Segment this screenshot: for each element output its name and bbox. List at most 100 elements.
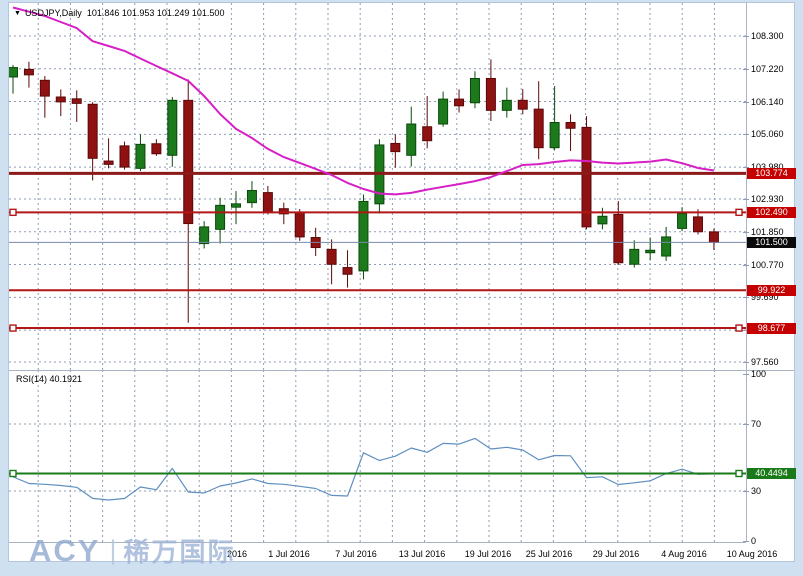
candle-body (326, 248, 337, 265)
price-axis-label: 106.140 (751, 96, 784, 107)
rsi-pane[interactable] (9, 370, 746, 542)
candle-body (231, 203, 242, 208)
level-marker[interactable] (735, 469, 743, 478)
price-axis-label: 102.930 (751, 193, 784, 204)
candle-body (87, 103, 98, 159)
candle-body (454, 98, 465, 107)
candlestick (485, 59, 496, 121)
broker-logo: ACY | 稀万国际 (29, 532, 235, 569)
candlestick (390, 134, 401, 168)
candle-body (438, 98, 449, 125)
time-axis-label: 7 Jul 2016 (335, 549, 377, 559)
candle-body (215, 204, 226, 230)
candle-body (358, 200, 369, 272)
candlestick (342, 250, 353, 288)
rsi-level-badge: 40.4494 (747, 467, 796, 479)
candlestick (9, 64, 18, 94)
price-axis-label: 101.850 (751, 226, 784, 237)
time-axis-label: 1 Jul 2016 (268, 549, 310, 559)
candlestick (135, 134, 146, 172)
candlestick (501, 87, 512, 118)
candle-body (294, 211, 305, 238)
candle-body (390, 142, 401, 153)
candlestick (262, 185, 273, 215)
candle-body (533, 108, 544, 149)
candlestick (438, 91, 449, 127)
level-marker[interactable] (9, 324, 17, 332)
rsi-axis-tick (743, 373, 749, 375)
candle-body (71, 98, 82, 104)
candle-body (629, 248, 640, 265)
time-axis-label: 19 Jul 2016 (464, 549, 512, 559)
candle-body (613, 213, 624, 264)
candlestick (661, 226, 672, 261)
candlestick (374, 139, 385, 214)
candlestick (23, 61, 34, 88)
rsi-axis-label: 30 (751, 486, 762, 496)
rsi-axis-tick (743, 541, 749, 543)
price-axis-tick (743, 231, 749, 233)
price-axis-tick (743, 68, 749, 70)
level-marker[interactable] (735, 324, 743, 332)
candle-body (422, 126, 433, 142)
candle-body (119, 145, 130, 168)
candlestick (103, 138, 114, 169)
candle-body (151, 143, 162, 155)
candlestick (55, 89, 66, 117)
price-pane[interactable] (9, 3, 746, 370)
candle-body (9, 67, 18, 78)
rsi-axis-tick (743, 491, 749, 492)
candle-body (485, 77, 496, 111)
time-axis-label: 25 Jul 2016 (525, 549, 573, 559)
candle-body (469, 77, 480, 104)
rsi-axis-tick (743, 424, 749, 425)
candlestick (406, 106, 417, 167)
candlestick (422, 96, 433, 149)
chart-window[interactable]: ▼ USDJPY,Daily 101.846 101.953 101.249 10… (8, 2, 796, 568)
price-axis-label: 105.060 (751, 129, 784, 140)
candle-body (677, 213, 688, 229)
chart-title[interactable]: ▼ USDJPY,Daily 101.846 101.953 101.249 10… (14, 8, 224, 18)
candlestick (613, 201, 624, 265)
price-axis-tick (743, 36, 749, 37)
time-axis-label: 4 Aug 2016 (661, 549, 707, 559)
price-level-badge: 101.500 (747, 236, 796, 248)
plot-right-border (746, 3, 747, 542)
candle-body (39, 79, 50, 97)
chart-symbol-period: USDJPY,Daily (24, 8, 82, 18)
candlestick (119, 141, 130, 170)
candle-body (167, 99, 178, 156)
candlestick (39, 76, 50, 118)
candle-body (262, 192, 273, 214)
chart-dropdown-icon[interactable]: ▼ (14, 10, 21, 17)
price-axis-tick (743, 134, 749, 136)
rsi-axis-label: 70 (751, 419, 762, 429)
candlestick (692, 209, 703, 235)
pane-separator[interactable] (9, 370, 794, 371)
candlestick (549, 86, 560, 151)
candlestick (151, 139, 162, 156)
candle-body (708, 231, 719, 243)
ma-line (12, 6, 715, 196)
broker-logo-cjk: 稀万国际 (123, 537, 236, 567)
broker-logo-acy: ACY (29, 532, 101, 568)
price-axis-tick (743, 101, 749, 103)
level-marker[interactable] (9, 208, 17, 217)
candle-body (517, 99, 528, 110)
level-marker[interactable] (9, 469, 17, 478)
time-axis-label: 2016 (226, 549, 248, 559)
price-level-badge: 102.490 (747, 206, 796, 218)
candlestick (294, 208, 305, 241)
candlestick (167, 97, 178, 167)
candlestick (71, 90, 82, 122)
broker-logo-separator: | (109, 535, 117, 565)
candlestick (677, 207, 688, 232)
level-marker[interactable] (735, 208, 743, 217)
candlestick (517, 89, 528, 115)
price-axis-label: 97.560 (751, 356, 779, 367)
candle-body (246, 189, 257, 204)
price-axis-tick (743, 330, 749, 332)
candle-body (549, 121, 560, 149)
price-level-badge: 99.922 (747, 284, 796, 296)
